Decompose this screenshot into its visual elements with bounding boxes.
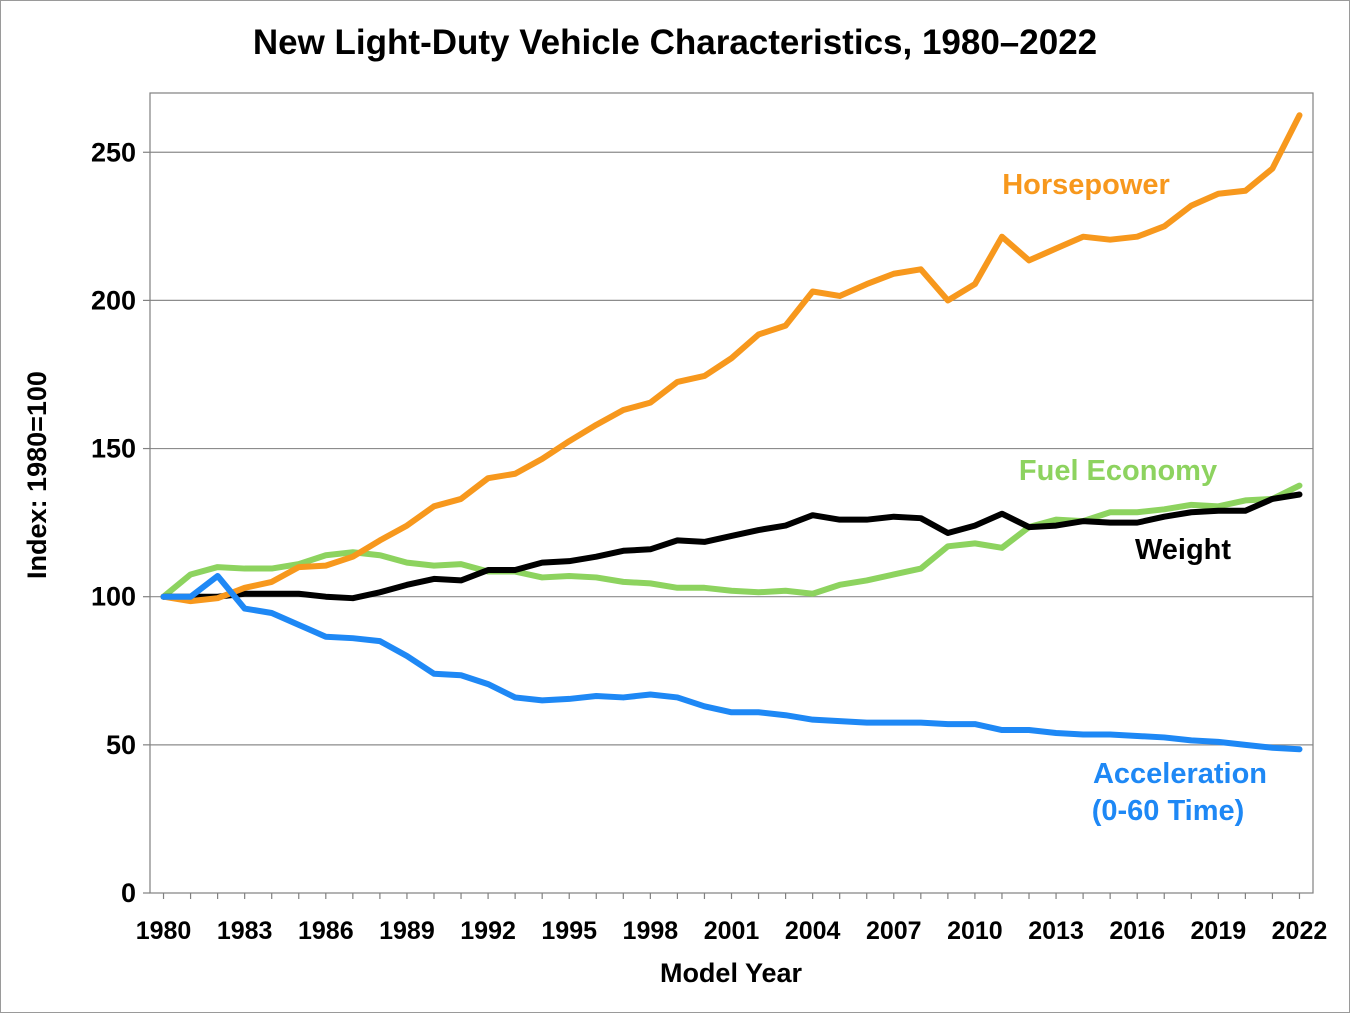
x-tick-label: 2001: [704, 917, 760, 945]
x-axis: 1980 1983 1986 1989 1992 1995 1998 2001 2004 2007…: [136, 893, 1328, 945]
x-axis-title: Model Year: [660, 958, 803, 988]
series-line-fuel-economy: [160, 482, 1303, 600]
label-acceleration-line1: Acceleration: [1093, 758, 1267, 790]
y-tick-label: 200: [91, 285, 136, 315]
x-tick-label: 1980: [136, 917, 192, 945]
y-tick-label: 150: [91, 434, 136, 464]
label-weight: Weight: [1135, 534, 1231, 566]
y-tick-label: 0: [121, 878, 136, 908]
x-tick-label: 2019: [1191, 917, 1247, 945]
x-tick-label: 1989: [379, 917, 435, 945]
gridlines: [150, 151, 1313, 746]
y-tick-label: 250: [91, 137, 136, 167]
y-axis-title: Index: 1980=100: [22, 371, 52, 579]
series-line-acceleration-0-60-time: [160, 572, 1303, 753]
label-acceleration-line2: (0-60 Time): [1092, 795, 1245, 827]
y-tick-label: 50: [106, 730, 136, 760]
series-line-weight: [160, 491, 1303, 602]
x-tick-label: 2022: [1272, 917, 1328, 945]
y-axis: 0 50 100 150 200 250: [91, 137, 150, 908]
chart-title: New Light-Duty Vehicle Characteristics, …: [253, 23, 1097, 62]
x-tick-label: 2013: [1028, 917, 1084, 945]
x-tick-label: 2004: [785, 917, 841, 945]
label-fuel-economy: Fuel Economy: [1019, 455, 1217, 487]
x-tick-label: 1992: [460, 917, 516, 945]
series-lines: [160, 112, 1303, 753]
x-tick-label: 1998: [623, 917, 679, 945]
x-tick-label: 1983: [217, 917, 273, 945]
x-tick-label: 2016: [1109, 917, 1165, 945]
x-tick-label: 1995: [541, 917, 597, 945]
x-tick-label: 1986: [298, 917, 354, 945]
label-horsepower: Horsepower: [1002, 169, 1170, 201]
y-tick-label: 100: [91, 582, 136, 612]
x-tick-label: 2007: [866, 917, 922, 945]
series-line-horsepower: [160, 112, 1303, 605]
x-tick-label: 2010: [947, 917, 1003, 945]
